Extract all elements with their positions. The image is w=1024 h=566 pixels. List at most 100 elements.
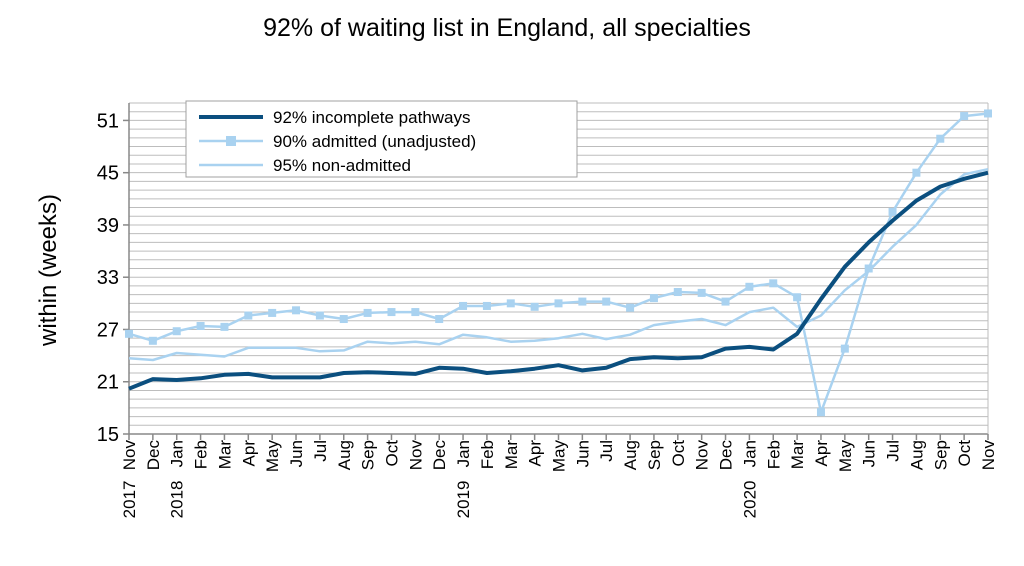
x-tick-label: Feb [192, 440, 211, 469]
data-point [315, 311, 324, 320]
x-tick-label: May [836, 440, 855, 473]
x-tick-label: Jul [311, 440, 330, 462]
x-tick-label: Apr [812, 440, 831, 467]
legend-marker [226, 136, 236, 146]
data-point [172, 327, 181, 336]
x-tick-label: Jun [860, 440, 879, 467]
x-tick-label: Feb [764, 440, 783, 469]
data-point [435, 315, 444, 324]
y-tick-label: 51 [97, 110, 119, 132]
y-tick-label: 27 [97, 319, 119, 341]
y-tick-label: 45 [97, 163, 119, 185]
legend-label: 90% admitted (unadjusted) [273, 132, 476, 151]
data-point [363, 308, 372, 317]
x-tick-label: Jul [884, 440, 903, 462]
x-year-label: 2018 [168, 481, 187, 519]
data-point [220, 322, 229, 331]
data-point [578, 297, 587, 306]
x-tick-label: Nov [120, 440, 139, 471]
series-line [128, 170, 989, 391]
x-tick-label: Aug [335, 440, 354, 470]
x-tick-label: Mar [502, 440, 521, 470]
data-point [506, 299, 515, 308]
data-point [125, 329, 133, 338]
x-tick-label: Dec [430, 440, 449, 471]
data-point [530, 302, 539, 311]
data-point [268, 308, 277, 317]
x-tick-label: May [263, 440, 282, 473]
data-point [339, 315, 348, 324]
data-point [459, 301, 468, 310]
data-point [960, 112, 969, 121]
x-tick-label: Mar [788, 440, 807, 470]
x-tick-label: Apr [526, 440, 545, 467]
data-point [411, 308, 420, 317]
y-tick-labels: 15 21 27 33 39 45 51 [97, 110, 119, 446]
data-point [745, 282, 754, 291]
data-point [387, 308, 396, 317]
data-point [721, 297, 730, 306]
legend-label: 92% incomplete pathways [273, 108, 471, 127]
chart-title: 92% of waiting list in England, all spec… [263, 14, 751, 42]
data-point [554, 299, 563, 308]
x-year-label: 2019 [454, 481, 473, 519]
data-point [292, 306, 301, 315]
x-tick-label: Sep [359, 440, 378, 470]
x-tick-labels: Nov Dec Jan Feb Mar Apr May Jun Jul Aug Sep Oct Nov D… [120, 440, 998, 519]
data-point [769, 279, 778, 288]
data-point [912, 168, 921, 177]
y-tick-label: 21 [97, 372, 119, 394]
x-tick-label: Nov [979, 440, 998, 471]
y-tick-label: 15 [97, 424, 119, 446]
x-tick-label: Oct [382, 440, 401, 467]
x-tick-label: Dec [144, 440, 163, 471]
x-year-label: 2017 [120, 481, 139, 519]
x-tick-label: Nov [406, 440, 425, 471]
x-tick-label: Apr [239, 440, 258, 467]
data-point [888, 207, 897, 216]
series-line [128, 167, 989, 362]
y-axis-label: within (weeks) [35, 194, 62, 347]
series-lines [125, 109, 992, 417]
legend: 92% incomplete pathways 90% admitted (una… [185, 100, 578, 178]
x-tick-label: Feb [478, 440, 497, 469]
x-tick-label: Aug [621, 440, 640, 470]
data-point [864, 264, 873, 273]
y-tick-label: 33 [97, 267, 119, 289]
x-tick-label: Mar [215, 440, 234, 470]
data-point [602, 297, 611, 306]
x-year-label: 2020 [740, 481, 759, 519]
x-tick-label: Aug [907, 440, 926, 470]
x-tick-label: Jan [740, 440, 759, 467]
data-point [673, 288, 682, 297]
gridlines [129, 102, 988, 426]
x-tick-label: May [550, 440, 569, 473]
x-tick-label: Jan [454, 440, 473, 467]
data-point [936, 134, 945, 143]
x-tick-label: Jul [597, 440, 616, 462]
data-point [244, 311, 253, 320]
x-tick-label: Jan [168, 440, 187, 467]
x-tick-label: Oct [955, 440, 974, 467]
data-point [148, 336, 157, 345]
x-tick-label: Sep [645, 440, 664, 470]
x-tick-label: Dec [717, 440, 736, 471]
data-point [626, 303, 635, 312]
axes [123, 103, 989, 440]
data-point [984, 109, 992, 118]
legend-label: 95% non-admitted [273, 156, 411, 175]
x-tick-label: Jun [287, 440, 306, 467]
data-point [816, 408, 825, 417]
x-tick-label: Sep [931, 440, 950, 470]
x-tick-label: Oct [669, 440, 688, 467]
data-point [482, 301, 491, 310]
data-point [697, 288, 706, 297]
data-point [793, 293, 802, 302]
data-point [840, 344, 849, 353]
y-tick-label: 39 [97, 215, 119, 237]
x-tick-label: Nov [693, 440, 712, 471]
data-point [196, 321, 205, 330]
data-point [649, 294, 658, 303]
x-tick-label: Jun [573, 440, 592, 467]
